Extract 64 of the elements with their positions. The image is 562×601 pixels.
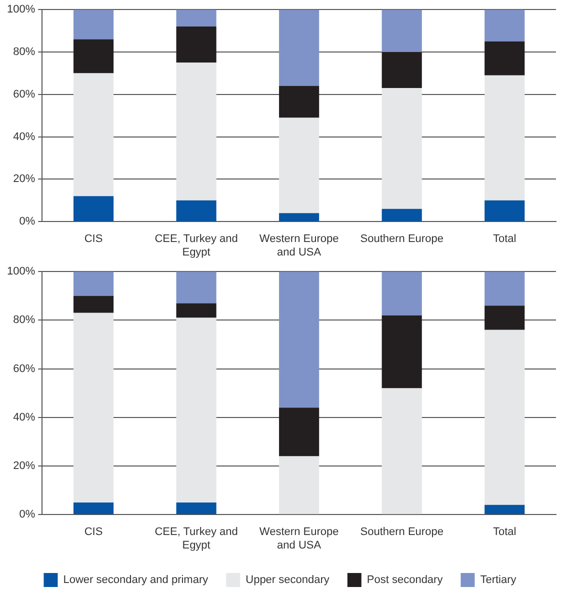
bar xyxy=(176,62,216,200)
x-tick-label: Southern Europe xyxy=(360,526,444,538)
bar xyxy=(176,10,216,27)
bar xyxy=(484,504,525,514)
bar xyxy=(279,118,320,214)
x-tick-label: CEE, Turkey and Egypt xyxy=(154,526,238,552)
legend-label: Lower secondary and primary xyxy=(63,574,209,586)
bar xyxy=(382,272,422,316)
bar xyxy=(484,200,525,222)
y-tick-label: 20% xyxy=(13,173,36,186)
bar xyxy=(484,41,525,76)
bar xyxy=(382,315,422,388)
bar xyxy=(176,200,216,222)
bar xyxy=(73,312,114,502)
bar xyxy=(382,10,422,52)
y-tick-label: 100% xyxy=(6,4,36,16)
bar xyxy=(73,296,114,313)
bar xyxy=(73,502,114,514)
x-tick-label: Total xyxy=(492,526,516,538)
bar xyxy=(484,10,525,42)
bar xyxy=(176,303,216,318)
bar xyxy=(73,196,114,222)
legend-label: Post secondary xyxy=(366,574,444,586)
bar xyxy=(176,272,216,304)
x-tick-label: CEE, Turkey and Egypt xyxy=(154,233,238,258)
bar xyxy=(279,10,320,86)
x-tick-label: Southern Europe xyxy=(360,233,444,246)
y-tick-label: 40% xyxy=(13,411,36,424)
bar xyxy=(484,272,525,306)
bar xyxy=(176,502,216,514)
bar xyxy=(484,330,525,505)
bar xyxy=(382,208,422,222)
bar xyxy=(73,39,114,74)
bar xyxy=(279,408,320,456)
bar xyxy=(176,26,216,63)
y-tick-label: 40% xyxy=(13,130,36,143)
y-tick-label: 80% xyxy=(13,314,36,326)
y-tick-label: 0% xyxy=(19,216,36,228)
x-tick-label: CIS xyxy=(84,526,103,538)
bar xyxy=(73,73,114,196)
bar xyxy=(176,318,216,502)
y-tick-label: 100% xyxy=(6,266,36,278)
bar xyxy=(73,10,114,40)
bar xyxy=(484,306,525,330)
y-tick-label: 80% xyxy=(13,46,36,58)
bar xyxy=(382,388,422,514)
bar xyxy=(382,88,422,209)
x-tick-label: Western Europe and USA xyxy=(259,526,339,552)
legend-label: Tertiary xyxy=(480,574,517,586)
y-tick-label: 60% xyxy=(13,362,36,375)
bar xyxy=(382,52,422,88)
bar xyxy=(73,272,114,296)
bar xyxy=(279,213,320,222)
y-tick-label: 0% xyxy=(19,508,36,521)
bar xyxy=(279,272,320,408)
bar xyxy=(484,75,525,200)
bar xyxy=(279,86,320,118)
y-tick-label: 60% xyxy=(13,88,36,100)
legend-label: Upper secondary xyxy=(246,574,330,586)
x-tick-label: CIS xyxy=(84,233,103,246)
x-tick-label: Western Europe and USA xyxy=(259,233,339,258)
bar xyxy=(279,456,320,514)
y-tick-label: 20% xyxy=(13,460,36,472)
x-tick-label: Total xyxy=(492,233,516,246)
